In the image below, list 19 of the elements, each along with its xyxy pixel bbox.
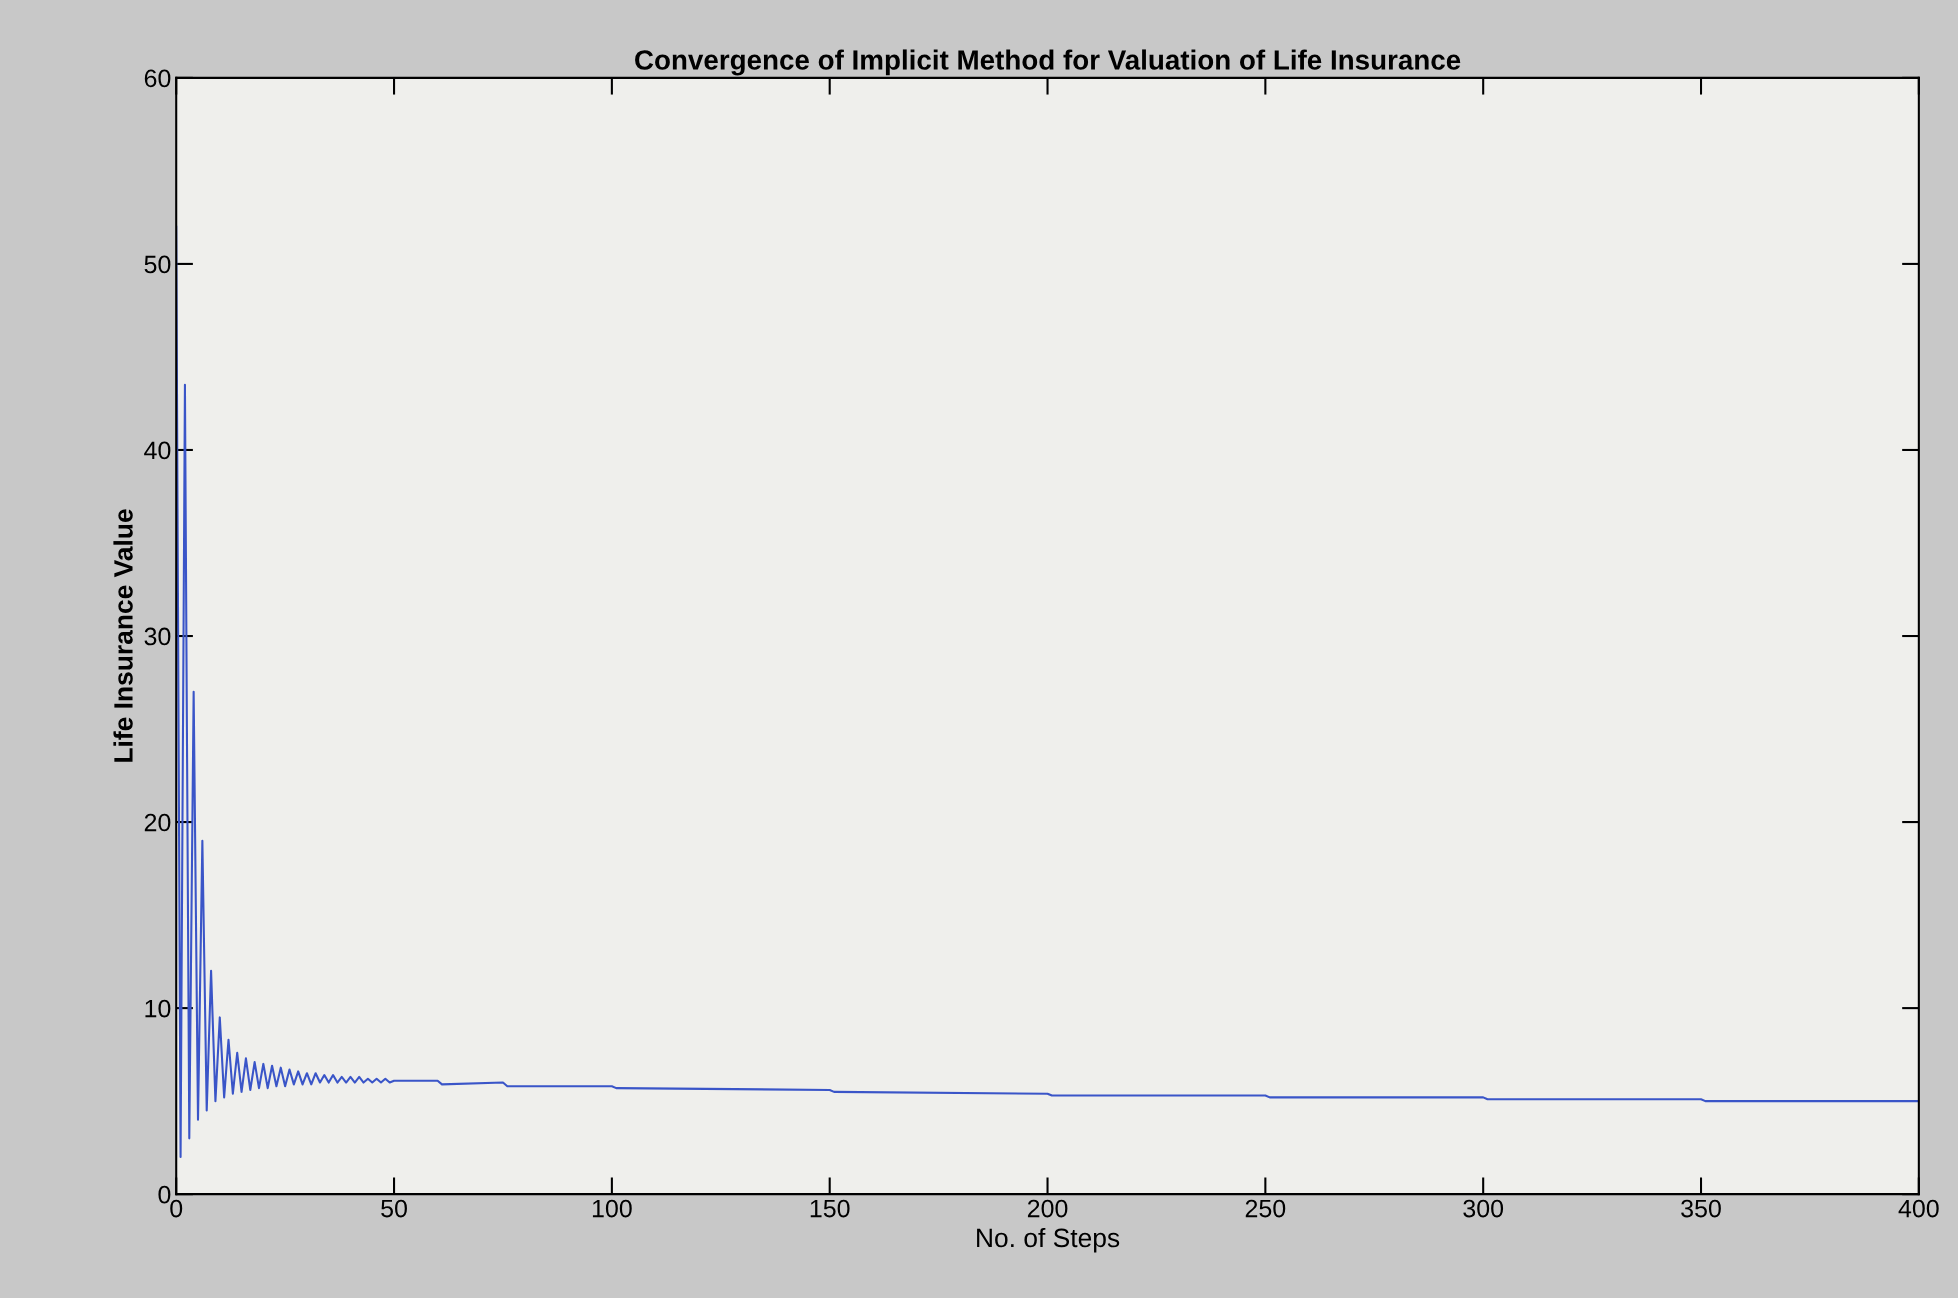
y-tick-label: 20: [144, 813, 171, 832]
y-tick-label: 10: [145, 999, 171, 1018]
x-tick-label: 350: [1681, 1199, 1721, 1218]
x-tick-label: 400: [1898, 1199, 1939, 1218]
x-tick-label: 0: [170, 1199, 183, 1218]
x-tick-label: 150: [810, 1199, 850, 1218]
x-tick-label: 300: [1463, 1199, 1504, 1218]
x-tick-label: 50: [381, 1199, 407, 1218]
chart-title: Convergence of Implicit Method for Valuation of Life Insurance: [635, 49, 1461, 76]
y-axis-title: Life Insurance Value: [113, 509, 133, 762]
x-tick-label: 100: [592, 1199, 632, 1218]
x-tick-label: 250: [1245, 1199, 1286, 1218]
y-tick-label: 30: [144, 627, 171, 646]
y-tick-label: 60: [144, 69, 171, 88]
y-tick-label: 40: [144, 441, 171, 460]
x-tick-label: 200: [1027, 1199, 1068, 1218]
y-tick-label: 50: [144, 255, 171, 274]
x-axis-title: No. of Steps: [977, 1227, 1120, 1253]
y-tick-label: 0: [158, 1185, 171, 1204]
